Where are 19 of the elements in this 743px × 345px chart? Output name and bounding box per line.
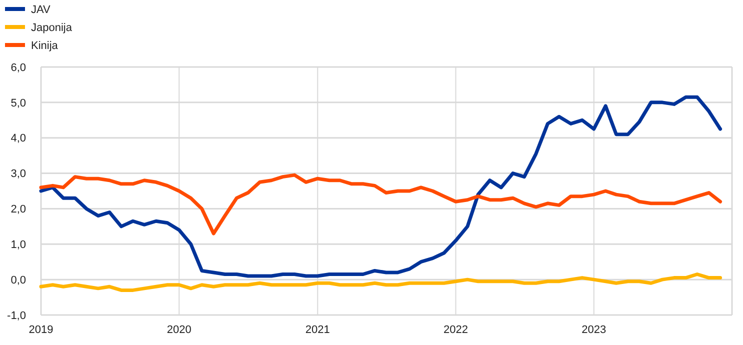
y-tick-label: 5,0 — [10, 97, 26, 110]
x-tick-label: 2022 — [444, 324, 468, 336]
y-tick-label: 2,0 — [10, 204, 26, 216]
legend-label: Kinija — [31, 40, 59, 52]
x-tick-label: 2021 — [305, 324, 330, 336]
x-tick-label: 2019 — [28, 324, 54, 336]
x-tick-label: 2020 — [166, 324, 192, 336]
y-tick-label: 3,0 — [10, 168, 26, 180]
legend-label: JAV — [31, 4, 52, 16]
line-series — [39, 173, 722, 236]
y-tick-label: 1,0 — [10, 238, 26, 251]
legend-label: Japonija — [31, 22, 73, 34]
y-tick-label: 0,0 — [10, 274, 26, 286]
x-tick-label: 2023 — [582, 324, 606, 336]
line-series — [39, 272, 722, 292]
y-tick-label: 6,0 — [10, 62, 26, 74]
y-tick-label: -1,0 — [7, 310, 26, 322]
y-tick-label: 4,0 — [10, 132, 26, 145]
line-series — [39, 95, 722, 278]
